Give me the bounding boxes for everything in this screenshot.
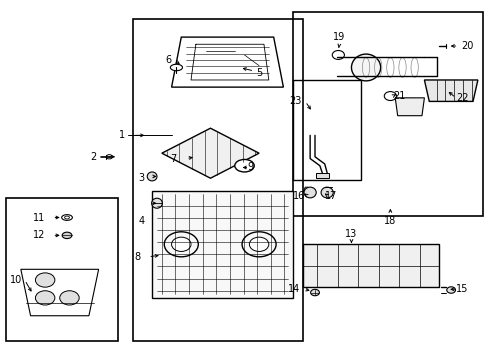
Text: 9: 9 — [246, 162, 252, 172]
Text: 8: 8 — [134, 252, 140, 262]
Ellipse shape — [106, 155, 112, 159]
Text: 2: 2 — [90, 152, 96, 162]
Bar — [292, 80, 361, 180]
Polygon shape — [302, 244, 438, 287]
Ellipse shape — [249, 237, 268, 251]
Text: 20: 20 — [460, 41, 472, 51]
Text: 14: 14 — [287, 284, 300, 294]
Text: 13: 13 — [345, 229, 357, 239]
Bar — [132, 19, 302, 341]
Ellipse shape — [242, 232, 276, 257]
Ellipse shape — [234, 159, 254, 172]
Ellipse shape — [151, 198, 162, 208]
Text: 4: 4 — [139, 216, 144, 226]
Text: 19: 19 — [332, 32, 345, 42]
Text: 22: 22 — [455, 93, 468, 103]
Polygon shape — [394, 98, 424, 116]
Ellipse shape — [310, 289, 319, 296]
Ellipse shape — [64, 216, 69, 219]
Text: 3: 3 — [139, 173, 144, 183]
Ellipse shape — [331, 50, 344, 59]
Text: 23: 23 — [288, 96, 301, 107]
Ellipse shape — [35, 291, 55, 305]
Ellipse shape — [61, 215, 72, 220]
Ellipse shape — [321, 187, 332, 198]
Text: 21: 21 — [392, 91, 405, 101]
Text: 18: 18 — [384, 216, 396, 226]
Ellipse shape — [35, 273, 55, 287]
Bar — [6, 198, 118, 341]
Ellipse shape — [171, 237, 191, 251]
Polygon shape — [152, 191, 292, 298]
Ellipse shape — [446, 287, 455, 293]
Text: 6: 6 — [165, 55, 171, 65]
FancyBboxPatch shape — [316, 173, 328, 178]
Text: 5: 5 — [256, 68, 263, 78]
Ellipse shape — [351, 54, 380, 81]
Ellipse shape — [62, 232, 72, 239]
Text: 1: 1 — [119, 130, 125, 140]
Ellipse shape — [60, 291, 79, 305]
Text: 11: 11 — [33, 212, 45, 222]
Polygon shape — [162, 128, 259, 178]
Text: 15: 15 — [455, 284, 468, 294]
Ellipse shape — [147, 172, 157, 181]
Text: 16: 16 — [292, 191, 305, 201]
Text: 12: 12 — [33, 230, 45, 240]
Ellipse shape — [384, 91, 396, 100]
Text: 17: 17 — [324, 191, 336, 201]
Text: 7: 7 — [170, 154, 176, 163]
Polygon shape — [424, 80, 477, 102]
Ellipse shape — [170, 64, 182, 71]
Ellipse shape — [304, 187, 316, 198]
Ellipse shape — [164, 232, 198, 257]
Text: 10: 10 — [10, 275, 22, 285]
Bar — [292, 12, 482, 216]
